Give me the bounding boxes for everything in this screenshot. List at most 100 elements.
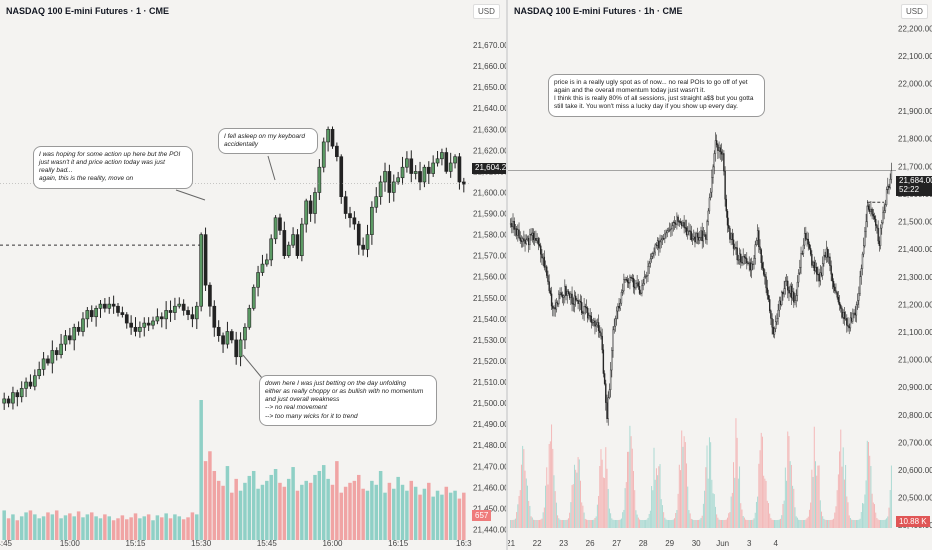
right-chart-title: NASDAQ 100 E-mini Futures · 1h · CME [514, 6, 683, 16]
candle-body [638, 286, 641, 294]
x-tick-label: 22 [533, 539, 542, 548]
x-tick-label: 21 [508, 539, 516, 548]
candle-body [830, 265, 832, 275]
left-chart-pane[interactable]: 21,440.00 21,450.00 21,460.00 21,470.00 21,4… [0, 0, 514, 550]
candle-body [696, 233, 699, 238]
volume-bar [519, 490, 521, 528]
volume-bar [587, 519, 589, 528]
candle-body [809, 248, 812, 255]
candle-body [764, 274, 766, 277]
volume-bar [300, 484, 304, 540]
right-chart-pane[interactable]: 20,400.0020,500.0020,600.0020,700.0020,8… [508, 0, 932, 550]
candle-body [577, 299, 579, 304]
volume-bar [528, 500, 530, 528]
candle-body [816, 267, 818, 275]
candle-body [585, 306, 588, 309]
candle-body [652, 253, 654, 257]
volume-bar [107, 516, 111, 540]
volume-bar [819, 500, 821, 528]
y-tick-label: 21,510.00 [473, 378, 506, 387]
candle-body [625, 279, 627, 281]
left-chart-canvas[interactable]: 21,440.00 21,450.00 21,460.00 21,470.00 21,4… [0, 0, 506, 550]
candle-body [778, 300, 781, 311]
candle-body [317, 166, 322, 193]
volume-bar [690, 518, 692, 528]
candle-body [632, 278, 635, 288]
candle-body [582, 312, 584, 314]
candle-body [595, 324, 597, 327]
volume-bar [882, 519, 884, 528]
candle-body [282, 230, 287, 256]
volume-bar [741, 509, 743, 528]
left-note-keyboard: I fell asleep on my keyboard accidentall… [218, 128, 318, 155]
candle-body [788, 290, 790, 294]
volume-bar [789, 461, 791, 528]
volume-bar [651, 486, 653, 528]
volume-bar [46, 512, 50, 540]
candle-body [589, 315, 591, 317]
volume-bar [120, 515, 125, 540]
candle-body [865, 221, 867, 232]
candle-body [120, 312, 125, 315]
volume-bar [787, 431, 789, 528]
volume-bar [839, 451, 841, 528]
candle-body [823, 254, 825, 264]
candle-body [817, 273, 819, 276]
volume-bar [749, 519, 751, 528]
right-volume-tag: 10.88 K [896, 516, 930, 527]
candle-body [387, 171, 392, 193]
volume-bar [768, 503, 769, 528]
pane-divider[interactable] [506, 0, 508, 550]
volume-bar [888, 507, 890, 528]
volume-bar [807, 516, 809, 528]
candle-body [629, 276, 631, 283]
volume-bar [786, 480, 788, 528]
volume-bar [623, 509, 625, 528]
candle-body [649, 258, 652, 264]
candle-body [229, 331, 234, 341]
right-chart-canvas[interactable]: 20,400.0020,500.0020,600.0020,700.0020,8… [508, 0, 932, 550]
x-tick-label: 30 [692, 539, 701, 548]
candle-body [801, 253, 803, 255]
volume-bar [808, 509, 810, 528]
candle-body [547, 275, 549, 282]
volume-bar [648, 513, 650, 528]
volume-bar [612, 519, 614, 528]
volume-bar [68, 513, 72, 540]
candle-body [514, 228, 517, 230]
candle-body [536, 238, 538, 241]
volume-bar [829, 519, 831, 528]
volume-bar [530, 516, 532, 528]
candle-body [668, 229, 671, 231]
volume-bar [812, 476, 814, 528]
volume-bar [851, 519, 853, 528]
volume-bar [859, 518, 861, 528]
volume-bar [840, 429, 842, 528]
candle-body [59, 343, 63, 355]
candle-body [860, 268, 862, 277]
candle-body [225, 331, 230, 345]
candle-body [712, 166, 714, 178]
volume-bar [582, 505, 584, 528]
volume-bar [708, 437, 710, 528]
candle-body [853, 312, 855, 315]
candle-body [771, 318, 773, 328]
volume-bar [594, 518, 596, 528]
right-currency-button[interactable]: USD [901, 4, 928, 19]
candle-body [660, 239, 662, 243]
left-currency-button[interactable]: USD [473, 4, 500, 19]
candle-body [111, 303, 116, 307]
candle-body [273, 217, 278, 240]
volume-bar [308, 482, 313, 540]
candle-body [605, 383, 607, 403]
candle-body [678, 221, 680, 223]
volume-bar [269, 474, 273, 540]
candle-body [734, 247, 736, 249]
y-tick-label: 21,650.00 [473, 83, 506, 92]
volume-bar [733, 462, 735, 528]
candle-body [795, 295, 797, 301]
volume-bar [666, 519, 668, 528]
candle-body [540, 245, 542, 255]
volume-bar [203, 461, 208, 540]
volume-bar [142, 516, 147, 540]
